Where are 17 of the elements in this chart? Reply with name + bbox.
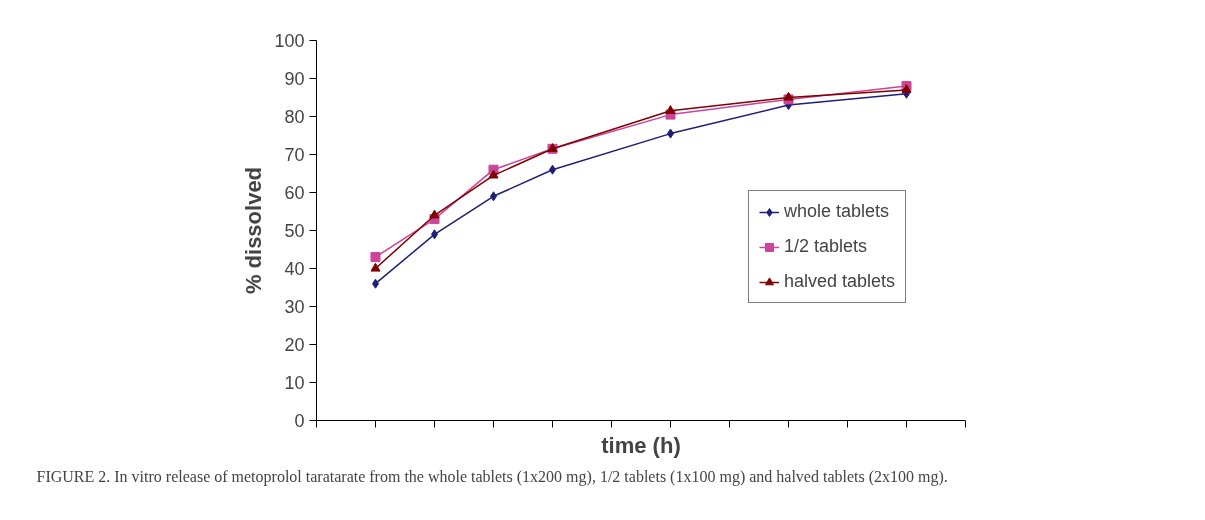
y-tick-label: 30	[284, 297, 305, 317]
y-tick-label: 60	[284, 183, 305, 203]
x-axis-title: time (h)	[601, 432, 681, 458]
y-tick-label: 80	[284, 107, 305, 127]
y-tick-label: 100	[274, 31, 305, 51]
y-tick-label: 10	[284, 373, 305, 393]
legend-label: halved tablets	[784, 271, 896, 292]
legend-label: whole tablets	[784, 201, 890, 222]
y-tick-label: 40	[284, 259, 305, 279]
y-tick-label: 70	[284, 145, 305, 165]
y-tick-label: 0	[294, 411, 305, 431]
legend-label: 1/2 tablets	[784, 236, 868, 257]
caption: FIGURE 2. In vitro release of metoprolol taratarate from the whole tablets (1x200 mg), 1/2 tablets (1x100 mg) and halved tablets (2x100 mg).	[36, 467, 948, 486]
y-tick-label: 90	[284, 69, 305, 89]
y-tick-label: 50	[284, 221, 305, 241]
y-tick-label: 20	[284, 335, 305, 355]
y-axis-title: % dissolved	[241, 166, 267, 295]
